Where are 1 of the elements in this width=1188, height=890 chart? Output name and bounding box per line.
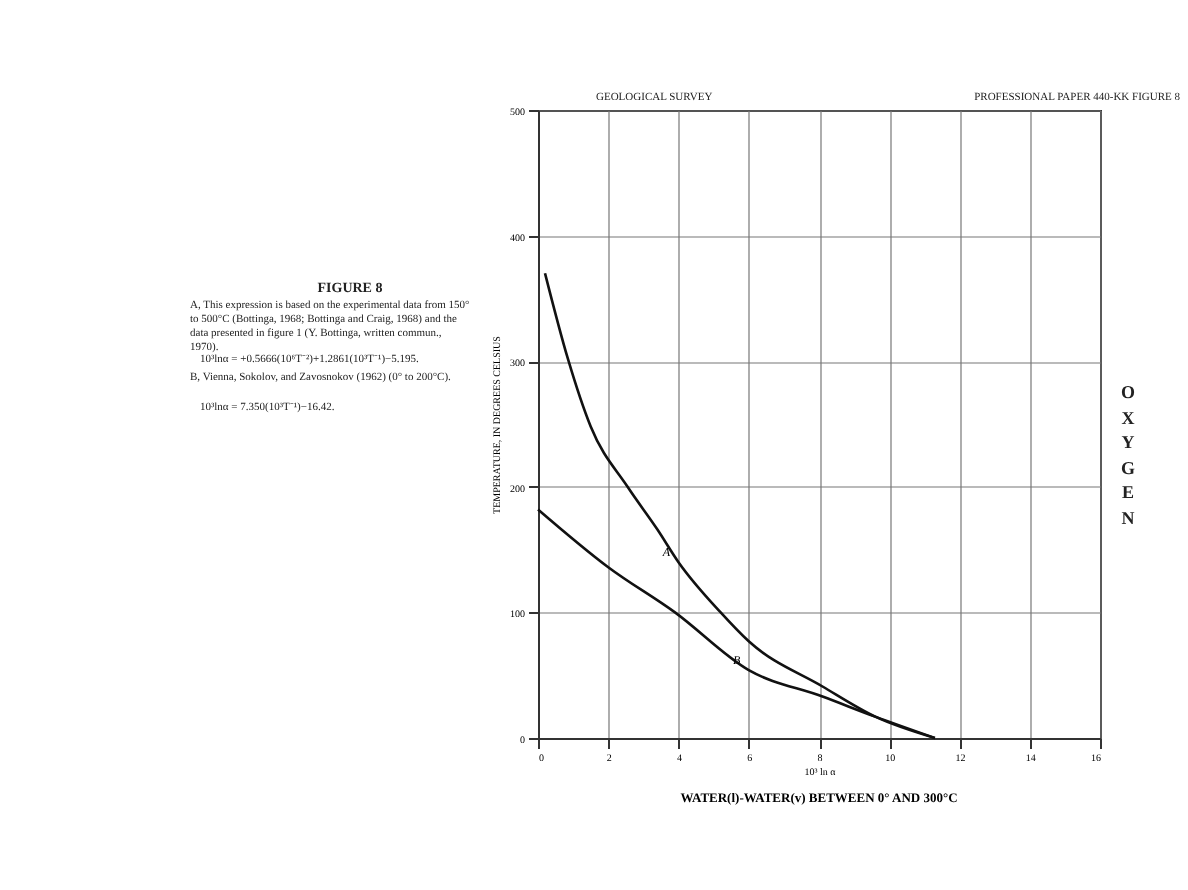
text: OXYGEN (1120, 380, 1136, 532)
